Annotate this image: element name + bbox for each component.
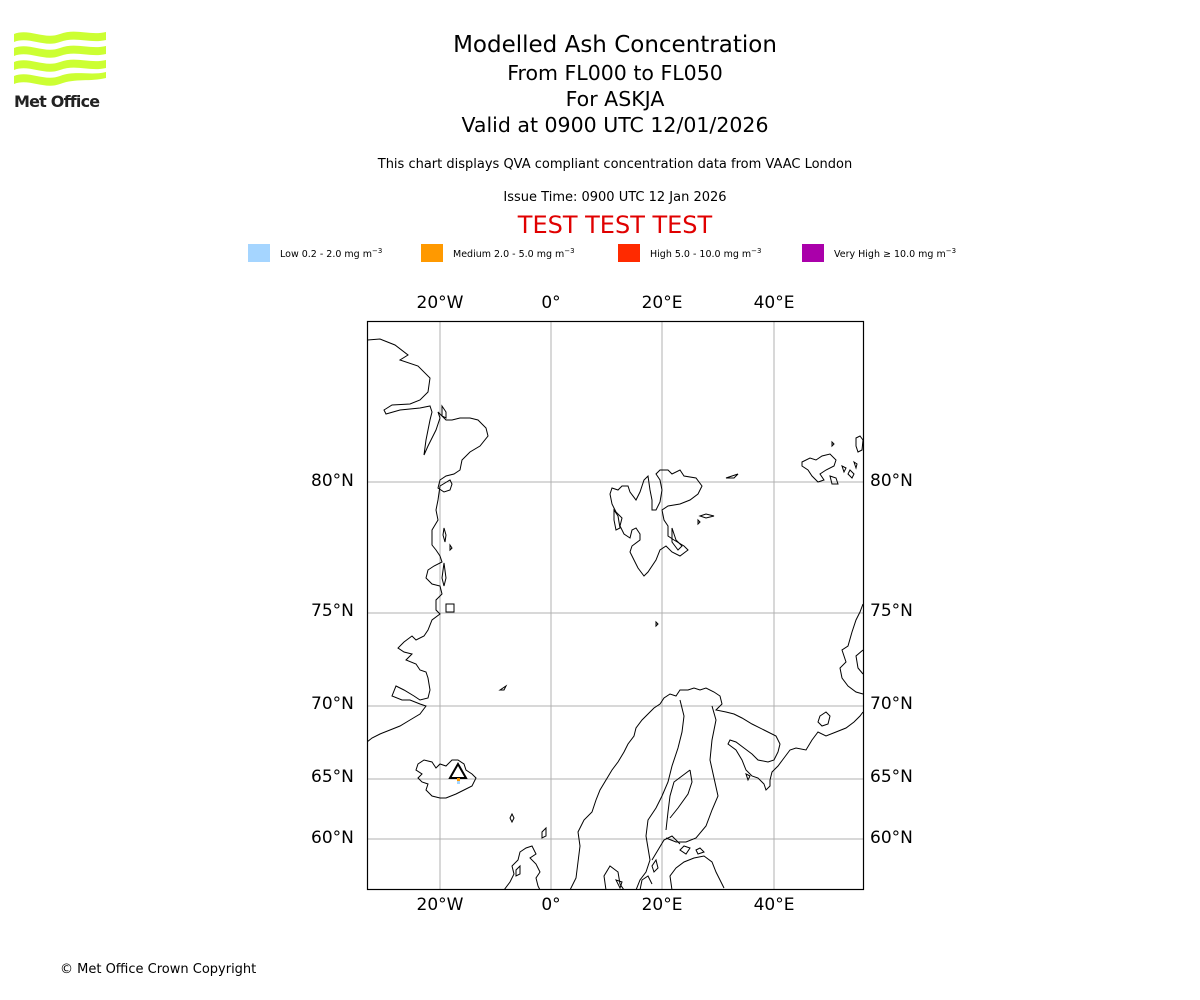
legend-label-medium: Medium 2.0 - 5.0 mg m <box>453 248 565 260</box>
lon-label-bottom-0: 0° <box>541 895 561 915</box>
lon-label-bottom-20e: 20°E <box>641 895 683 915</box>
flight-levels: From FL000 to FL050 <box>507 61 723 85</box>
lat-label-right-70n: 70°N <box>870 694 913 714</box>
iceland-coast <box>415 759 477 799</box>
legend-item-very-high: Very High ≥ 10.0 mg m−3 <box>802 244 956 262</box>
ash-medium-area <box>457 778 460 781</box>
logo-text: Met Office <box>14 92 100 111</box>
legend-label-high: High 5.0 - 10.0 mg m <box>650 248 752 260</box>
waves-icon <box>14 31 106 86</box>
chart-subtitle: This chart displays QVA compliant concen… <box>377 157 853 172</box>
chart-title-block: Modelled Ash Concentration From FL000 to… <box>0 30 1200 138</box>
lon-label-bottom-40e: 40°E <box>753 895 795 915</box>
chart-title: Modelled Ash Concentration <box>453 32 777 58</box>
legend-item-low: Low 0.2 - 2.0 mg m−3 <box>248 244 382 262</box>
map-frame <box>366 320 865 891</box>
lat-label-right-65n: 65°N <box>870 767 913 787</box>
copyright-notice: © Met Office Crown Copyright <box>60 962 257 977</box>
greenland-coast <box>367 338 489 743</box>
scandinavia-coast <box>569 687 864 890</box>
lat-label-left-80n: 80°N <box>311 471 354 491</box>
valid-time: Valid at 0900 UTC 12/01/2026 <box>461 113 769 137</box>
lat-label-right-60n: 60°N <box>870 828 913 848</box>
legend-label-low: Low 0.2 - 2.0 mg m <box>280 248 372 260</box>
legend-swatch-low <box>248 244 270 262</box>
lon-label-top-20w: 20°W <box>416 293 464 313</box>
lat-label-left-70n: 70°N <box>311 694 354 714</box>
legend-swatch-medium <box>421 244 443 262</box>
lat-label-left-65n: 65°N <box>311 767 354 787</box>
coastlines <box>367 338 864 890</box>
lat-label-right-75n: 75°N <box>870 601 913 621</box>
lat-label-left-75n: 75°N <box>311 601 354 621</box>
lon-label-top-0: 0° <box>541 293 561 313</box>
svalbard-coast <box>609 469 703 577</box>
lat-label-left-60n: 60°N <box>311 828 354 848</box>
met-office-logo: Met Office <box>14 30 106 112</box>
legend-item-medium: Medium 2.0 - 5.0 mg m−3 <box>421 244 575 262</box>
issue-time: Issue Time: 0900 UTC 12 Jan 2026 <box>503 190 727 205</box>
legend-swatch-high <box>618 244 640 262</box>
legend-label-very-high: Very High ≥ 10.0 mg m <box>834 248 946 260</box>
test-banner: TEST TEST TEST <box>517 211 713 239</box>
lon-label-bottom-20w: 20°W <box>416 895 464 915</box>
volcano-name: For ASKJA <box>565 87 665 111</box>
legend-item-high: High 5.0 - 10.0 mg m−3 <box>618 244 762 262</box>
ash-low-area <box>457 781 460 784</box>
lon-label-top-40e: 40°E <box>753 293 795 313</box>
legend-swatch-very-high <box>802 244 824 262</box>
lat-label-right-80n: 80°N <box>870 471 913 491</box>
lon-label-top-20e: 20°E <box>641 293 683 313</box>
